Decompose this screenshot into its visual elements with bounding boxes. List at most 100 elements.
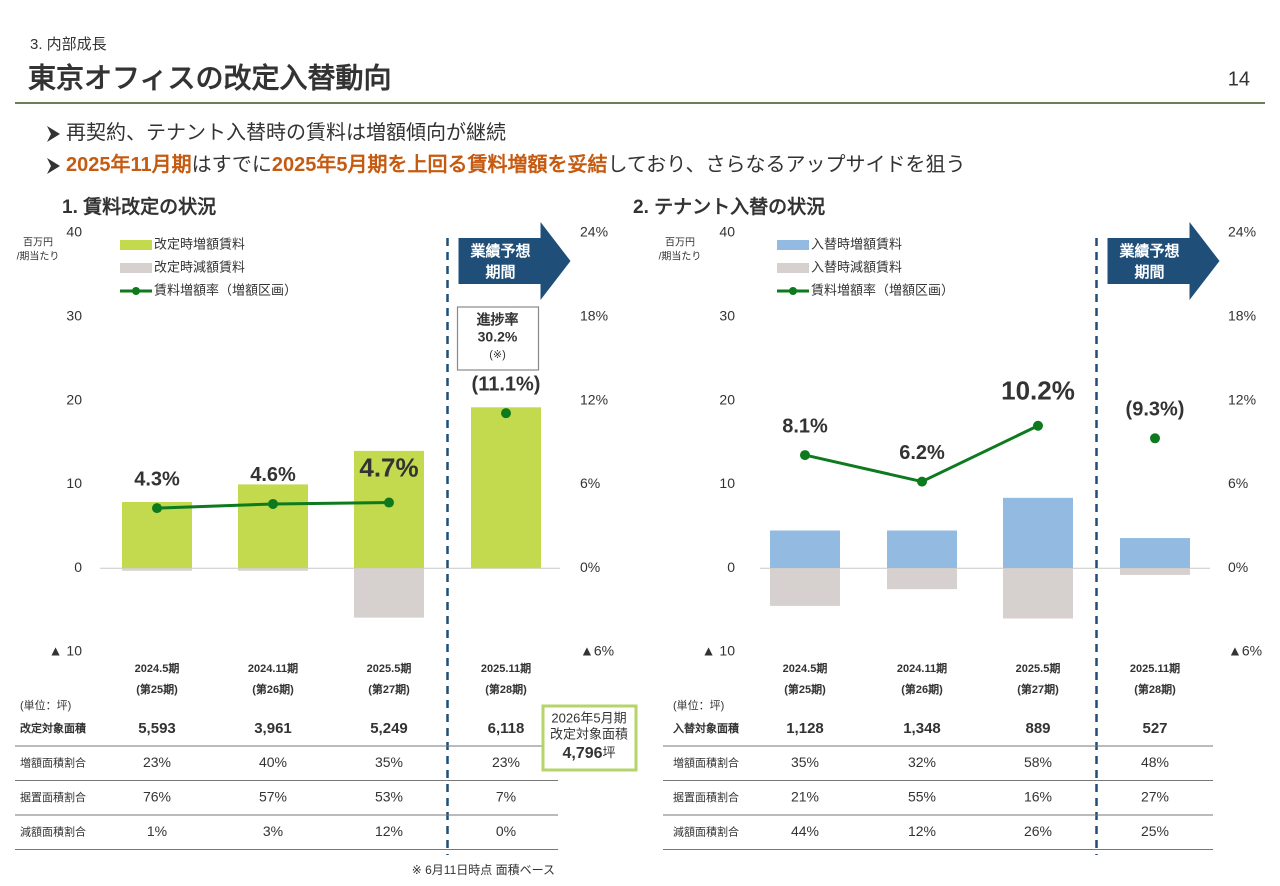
legend-label: 賃料増額率（増額区画） <box>154 282 297 297</box>
progress-box <box>456 306 540 371</box>
x-tick-label: 2024.5期 <box>135 661 180 675</box>
bullet-icon <box>47 126 60 142</box>
forecast-label: 業績予想 <box>469 242 530 260</box>
legend-swatch <box>132 287 140 295</box>
callout-text: 改定対象面積 <box>550 726 628 741</box>
table-cell: 1,348 <box>903 720 941 737</box>
y-tick-label: 10 <box>719 475 735 491</box>
rate-point <box>384 497 394 508</box>
rate-point <box>800 450 810 461</box>
x-tick-label: 2025.5期 <box>1016 661 1061 675</box>
x-tick-sublabel: (第25期) <box>784 682 826 696</box>
x-tick-sublabel: (第28期) <box>485 682 527 696</box>
legend-swatch <box>777 240 809 250</box>
table-cell: 32% <box>908 754 936 770</box>
table-cell: 35% <box>791 754 819 770</box>
rate-point <box>917 476 927 487</box>
table-cell: 527 <box>1142 720 1167 737</box>
value-label: 6.2% <box>899 442 945 464</box>
bar <box>471 407 541 569</box>
x-tick-label: 2024.11期 <box>897 661 947 675</box>
table-cell: 35% <box>375 754 403 770</box>
page-number: 14 <box>1228 68 1250 90</box>
x-tick-sublabel: (第27期) <box>1017 682 1059 696</box>
x-tick-label: 2024.5期 <box>783 661 828 675</box>
x-tick-sublabel: (第28期) <box>1134 682 1176 696</box>
bar <box>887 568 957 590</box>
legend-label: 改定時減額賃料 <box>154 259 245 274</box>
y-tick-label: 20 <box>719 391 735 407</box>
bullet-segment: しており、さらなるアップサイドを狙う <box>607 153 965 176</box>
legend-label: 賃料増額率（増額区画） <box>811 282 954 297</box>
legend-swatch <box>789 287 797 295</box>
table-row-label: 減額面積割合 <box>20 824 86 838</box>
x-tick-sublabel: (第26期) <box>252 682 294 696</box>
progress-text: 30.2% <box>478 329 518 345</box>
forecast-arrow <box>458 222 571 300</box>
table-cell: 1% <box>147 823 167 839</box>
table-cell: 48% <box>1141 754 1169 770</box>
y-tick-label: 40 <box>719 224 735 240</box>
y2-tick-label: 6% <box>1228 475 1248 491</box>
table-cell: 3,961 <box>254 720 292 737</box>
table-cell: 5,249 <box>370 720 408 737</box>
value-label: 4.7% <box>359 452 418 482</box>
table-cell: 23% <box>143 754 171 770</box>
forecast-arrow <box>1107 222 1220 300</box>
bar <box>887 530 957 569</box>
value-label: 10.2% <box>1001 376 1075 406</box>
y-tick-label: 30 <box>719 308 735 324</box>
table-cell: 23% <box>492 754 520 770</box>
table-cell: 76% <box>143 789 171 805</box>
y-unit-label: 百万円 <box>665 237 695 249</box>
x-tick-label: 2025.11期 <box>1130 661 1180 675</box>
bullet-emphasis: 2025年5月期を上回る賃料増額を妥結 <box>272 152 608 176</box>
callout-number: 4,796 <box>562 745 602 762</box>
callout-text: 2026年5月期 <box>551 710 626 725</box>
y2-tick-label: 12% <box>1228 391 1256 407</box>
bullet-segment: 再契約、テナント入替時の賃料は増額傾向が継続 <box>66 121 506 144</box>
y2-tick-label: 24% <box>580 224 608 240</box>
table-cell: 57% <box>259 789 287 805</box>
y-unit-label: /期当たり <box>17 250 60 263</box>
table-cell: 7% <box>496 789 516 805</box>
bar <box>354 450 424 569</box>
table-cell: 12% <box>375 823 403 839</box>
x-tick-label: 2025.11期 <box>481 661 531 675</box>
bullet-segment: はすでに <box>192 154 272 176</box>
x-tick-label: 2024.11期 <box>248 661 298 675</box>
callout-value: 4,796坪 <box>562 745 615 762</box>
legend-label: 入替時減額賃料 <box>811 259 902 274</box>
y2-tick-label: 12% <box>580 391 608 407</box>
callout-unit: 坪 <box>603 745 616 760</box>
value-label: (9.3%) <box>1126 399 1185 421</box>
table-cell: 53% <box>375 789 403 805</box>
value-label: 8.1% <box>782 415 828 437</box>
bar <box>1003 497 1073 569</box>
bullet-emphasis: 2025年11月期 <box>66 152 192 176</box>
table-row-label: 増額面積割合 <box>673 755 739 769</box>
table-cell: 40% <box>259 754 287 770</box>
legend-swatch <box>120 263 152 273</box>
table-cell: 21% <box>791 789 819 805</box>
bullet-icon <box>47 158 60 174</box>
table-cell: 44% <box>791 823 819 839</box>
value-label: (11.1%) <box>472 373 541 395</box>
y-tick-label: ▲ 10 <box>702 643 736 659</box>
x-tick-sublabel: (第27期) <box>368 682 410 696</box>
y-tick-label: 10 <box>66 475 82 491</box>
bullet-text: 2025年11月期はすでに2025年5月期を上回る賃料増額を妥結しており、さらな… <box>66 152 965 176</box>
y-tick-label: 30 <box>66 308 82 324</box>
chart-title: 2. テナント入替の状況 <box>633 195 825 218</box>
y-tick-label: 20 <box>66 391 82 407</box>
value-label: 4.6% <box>250 464 296 486</box>
legend-swatch <box>777 263 809 273</box>
bar <box>238 568 308 571</box>
table-cell: 0% <box>496 823 516 839</box>
y2-tick-label: 18% <box>580 308 608 324</box>
legend-swatch <box>120 240 152 250</box>
table-row-label: 入替対象面積 <box>673 721 740 735</box>
table-cell: 1,128 <box>786 720 824 737</box>
progress-text: 進捗率 <box>477 312 519 328</box>
chart-title: 1. 賃料改定の状況 <box>62 195 216 218</box>
